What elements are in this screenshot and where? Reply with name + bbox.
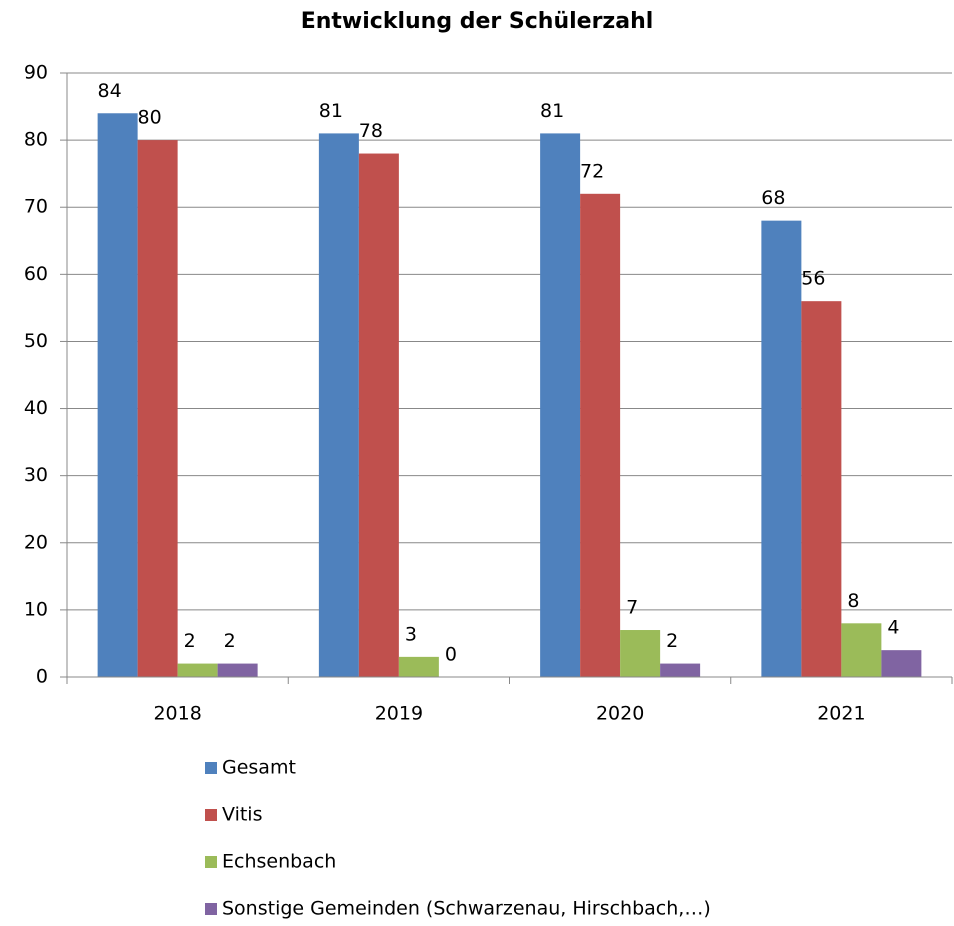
y-tick-label: 0 bbox=[36, 666, 48, 688]
bar bbox=[801, 301, 842, 677]
y-tick-label: 20 bbox=[24, 531, 48, 553]
bar bbox=[398, 656, 439, 677]
bar bbox=[137, 140, 178, 678]
bar bbox=[841, 623, 882, 677]
data-label: 4 bbox=[887, 617, 899, 639]
bar bbox=[177, 663, 218, 677]
y-tick-label: 40 bbox=[24, 397, 48, 419]
bar bbox=[358, 153, 399, 678]
bar bbox=[217, 663, 258, 677]
bar bbox=[660, 663, 701, 677]
data-label: 3 bbox=[405, 623, 417, 645]
bar bbox=[318, 133, 359, 677]
bar bbox=[540, 133, 581, 677]
data-label: 2 bbox=[666, 630, 678, 652]
data-label: 84 bbox=[98, 80, 122, 102]
legend-label: Echsenbach bbox=[222, 851, 336, 873]
data-label: 81 bbox=[540, 100, 564, 122]
data-label: 56 bbox=[801, 268, 825, 290]
data-label: 68 bbox=[761, 187, 785, 209]
legend-swatch bbox=[205, 809, 217, 821]
y-tick-label: 10 bbox=[24, 598, 48, 620]
data-label: 81 bbox=[319, 100, 343, 122]
legend-swatch bbox=[205, 762, 217, 774]
x-tick-label: 2018 bbox=[153, 703, 201, 725]
y-tick-label: 30 bbox=[24, 464, 48, 486]
legend-label: Vitis bbox=[222, 804, 263, 826]
bar bbox=[97, 113, 138, 678]
data-label: 2 bbox=[224, 630, 236, 652]
y-tick-label: 70 bbox=[24, 196, 48, 218]
legend-label: Sonstige Gemeinden (Schwarzenau, Hirschb… bbox=[222, 898, 711, 920]
legend-swatch bbox=[205, 856, 217, 868]
x-tick-label: 2020 bbox=[596, 703, 644, 725]
data-label: 7 bbox=[626, 597, 638, 619]
data-label: 2 bbox=[184, 630, 196, 652]
data-label: 8 bbox=[847, 590, 859, 612]
y-tick-label: 50 bbox=[24, 330, 48, 352]
data-label: 72 bbox=[580, 160, 604, 182]
data-label: 0 bbox=[445, 644, 457, 666]
bar bbox=[761, 220, 802, 677]
y-tick-label: 80 bbox=[24, 129, 48, 151]
x-tick-label: 2019 bbox=[375, 703, 423, 725]
bar bbox=[881, 650, 922, 677]
y-tick-label: 90 bbox=[24, 62, 48, 84]
legend-swatch bbox=[205, 903, 217, 915]
legend-label: Gesamt bbox=[222, 757, 296, 779]
bar bbox=[620, 630, 661, 677]
x-tick-label: 2021 bbox=[817, 703, 865, 725]
chart-title: Entwicklung der Schülerzahl bbox=[301, 9, 654, 34]
y-tick-label: 60 bbox=[24, 263, 48, 285]
data-label: 80 bbox=[138, 107, 162, 129]
bar bbox=[580, 193, 621, 678]
data-label: 78 bbox=[359, 120, 383, 142]
